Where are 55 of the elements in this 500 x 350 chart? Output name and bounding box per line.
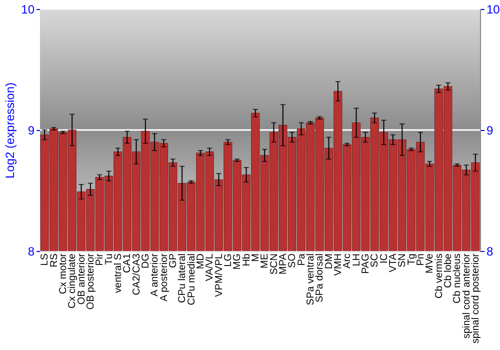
x-tick-label: PAG [360, 253, 372, 274]
x-tick-label: LG [222, 253, 234, 267]
x-tick-label: spinal cord anterior [461, 252, 472, 339]
x-tick-label: SPa ventral [305, 254, 316, 306]
x-tick-label: ME [260, 253, 271, 268]
x-tick-label: VMH [332, 254, 344, 276]
x-tick-label: LH [351, 254, 362, 266]
x-tick-label: DG [140, 253, 152, 268]
x-tick-label: Tu [104, 254, 115, 265]
x-tick-label: A posterior [158, 252, 170, 302]
x-tick-label: MG [232, 253, 244, 270]
x-tick-label: Cx motor [58, 252, 69, 294]
x-tick-label: Pn [415, 254, 426, 266]
x-tick-label: Cb vermis [434, 254, 445, 299]
x-tick-label: A anterior [150, 252, 161, 296]
x-tick-label: MPA [278, 253, 289, 274]
x-tick-label: SCN [268, 254, 280, 275]
x-tick-label: GP [168, 253, 179, 268]
x-tick-label: SN [397, 254, 408, 268]
x-tick-label: Cb lobe [442, 253, 454, 288]
x-tick-label: MVe [424, 253, 436, 274]
x-tick-label: OB anterior [76, 252, 88, 305]
y-axis-title: Log2 (expression) [3, 82, 18, 179]
x-tick-label: CPu lateral [177, 254, 188, 303]
x-tick-label: CA1 [122, 253, 134, 273]
x-tick-label: RS [48, 253, 60, 268]
x-tick-label: SPa dorsal [314, 254, 326, 302]
y-tick-label: 10 [21, 2, 35, 16]
x-tick-label: SO [287, 253, 298, 268]
x-tick-label: Pir [94, 252, 106, 266]
x-tick-label: OB posterior [85, 252, 96, 310]
x-tick-label: Hb [241, 253, 252, 266]
x-tick-label: IC [378, 254, 390, 264]
x-tick-label: Cx cingulate [67, 253, 78, 309]
x-tick-label: LS [40, 253, 51, 266]
x-tick-label: SC [370, 254, 381, 268]
x-tick-label: M [250, 254, 262, 262]
y2-tick-label: 10 [486, 2, 500, 16]
x-tick-label: spinal cord posterior [470, 252, 482, 344]
y2-tick-label: 9 [486, 124, 494, 138]
y-tick-label: 8 [28, 244, 35, 258]
x-tick-label: VTA [388, 253, 399, 272]
y-tick-label: 9 [28, 124, 35, 138]
x-tick-label: Pa [296, 253, 308, 266]
x-tick-label: Arc [342, 254, 354, 268]
y2-tick-label: 8 [486, 244, 494, 258]
x-tick-label: MD [195, 254, 206, 270]
x-tick-label: VA/VL [204, 253, 216, 282]
x-tick-label: Tg [406, 254, 418, 266]
x-tick-label: DM [324, 254, 335, 270]
x-tick-label: CPu medial [186, 254, 198, 306]
x-tick-label: CA2/CA3 [131, 253, 142, 296]
x-tick-label: Cb nucleus [452, 254, 464, 304]
x-tick-label: VPM/VPL [214, 253, 225, 297]
x-tick-label: ventral S [112, 253, 124, 293]
